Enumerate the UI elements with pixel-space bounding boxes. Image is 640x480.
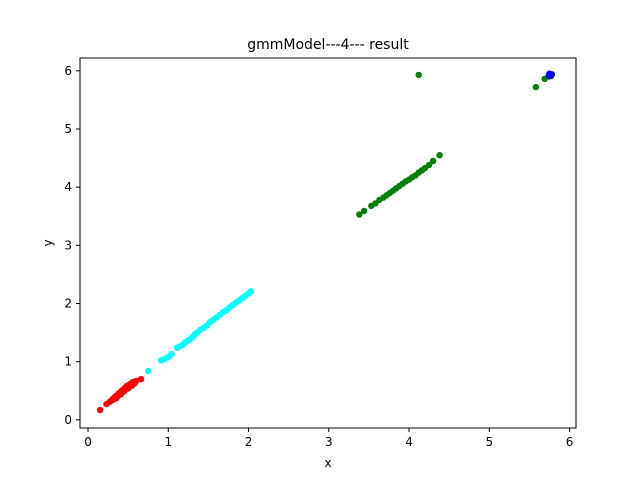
data-point: [360, 207, 368, 215]
series-1: [145, 288, 255, 375]
x-tick-label: 4: [405, 435, 413, 449]
y-tick-label: 0: [64, 413, 72, 427]
data-point: [133, 377, 140, 385]
data-point: [168, 350, 175, 358]
data-point: [356, 211, 363, 218]
data-point: [137, 375, 145, 383]
series-2: [356, 71, 552, 218]
x-tick-label: 3: [325, 435, 333, 449]
data-point: [436, 152, 443, 159]
data-point: [145, 367, 152, 375]
series-3: [545, 70, 556, 80]
y-tick-label: 1: [64, 355, 72, 369]
y-tick-label: 6: [64, 64, 72, 78]
y-tick-label: 4: [64, 180, 72, 194]
chart-title: gmmModel---4--- result: [247, 37, 409, 53]
x-tick-label: 5: [486, 435, 494, 449]
series-0: [96, 375, 145, 414]
data-point: [546, 70, 553, 77]
y-axis-label: y: [41, 239, 55, 246]
data-point: [247, 288, 255, 295]
y-tick-label: 3: [64, 238, 72, 252]
data-point: [429, 157, 437, 165]
x-tick-label: 0: [84, 435, 92, 449]
data-point: [425, 161, 433, 169]
x-tick-label: 6: [566, 435, 574, 449]
data-point: [415, 71, 422, 79]
points-layer: [96, 70, 556, 414]
x-tick-label: 2: [245, 435, 253, 449]
y-tick-label: 5: [64, 122, 72, 136]
x-axis-label: x: [324, 456, 331, 470]
y-tick-label: 2: [64, 297, 72, 311]
y-axis: 0 1 2 3 4 5 6: [64, 64, 80, 427]
x-tick-label: 1: [164, 435, 172, 449]
data-point: [96, 406, 104, 414]
plot-frame: [79, 57, 577, 429]
x-axis: 0 1 2 3 4 5 6: [84, 428, 573, 449]
data-point: [532, 83, 540, 91]
